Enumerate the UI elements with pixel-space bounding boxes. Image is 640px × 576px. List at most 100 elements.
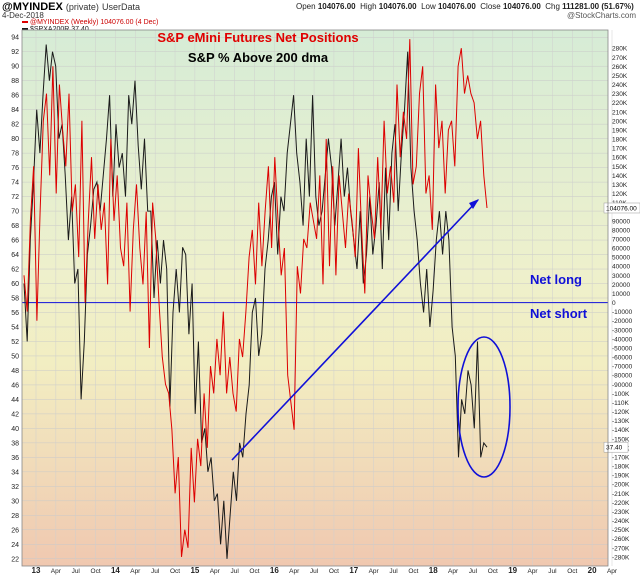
x-tick-label: Apr	[289, 568, 300, 575]
right-tick-label: 210K	[612, 109, 628, 116]
left-tick-label: 68	[11, 223, 19, 230]
left-tick-label: 64	[11, 252, 19, 259]
left-tick-label: 42	[11, 411, 19, 418]
right-tick-label: -280K	[612, 554, 630, 561]
symbol: @MYINDEX	[2, 1, 63, 13]
left-tick-label: 48	[11, 368, 19, 375]
x-tick-label: Apr	[51, 568, 62, 575]
annotation-subtitle: S&P % Above 200 dma	[188, 50, 329, 65]
left-tick-label: 24	[11, 542, 19, 549]
right-tick-label: -40000	[612, 336, 633, 343]
left-tick-label: 72	[11, 194, 19, 201]
left-tick-label: 82	[11, 122, 19, 129]
right-tick-label: -210K	[612, 491, 630, 498]
right-tick-label: 50000	[612, 255, 630, 262]
right-tick-label: -120K	[612, 409, 630, 416]
x-tick-label: Apr	[527, 568, 538, 575]
right-tick-label: -90000	[612, 382, 633, 389]
right-tick-label: 180K	[612, 137, 628, 144]
x-tick-label: Apr	[210, 568, 221, 575]
close-label: Close	[480, 2, 501, 11]
right-tick-label: 20000	[612, 282, 630, 289]
chg-value: 111281.00 (51.67%)	[562, 2, 634, 11]
right-tick-label: 120K	[612, 191, 628, 198]
right-tick-label: -20000	[612, 318, 633, 325]
grid	[22, 30, 613, 566]
open-label: Open	[296, 2, 316, 11]
x-tick-label: Oct	[170, 568, 180, 575]
x-tick-label: Apr	[130, 568, 141, 575]
left-tick-label: 52	[11, 339, 19, 346]
left-tick-label: 30	[11, 498, 19, 505]
x-tick-label: Jul	[548, 568, 557, 575]
highlight-ellipse	[457, 336, 511, 478]
right-tick-label: 70000	[612, 236, 630, 243]
source-label: UserData	[101, 2, 140, 12]
right-tick-label: 0	[612, 300, 616, 307]
x-tick-label: Apr	[448, 568, 459, 575]
chart-date: 4-Dec-2018	[2, 11, 44, 20]
right-tick-label: -60000	[612, 355, 633, 362]
x-tick-label: 17	[349, 566, 358, 575]
right-tick-label: -270K	[612, 545, 630, 552]
x-tick-label: 16	[270, 566, 279, 575]
chart-header: @MYINDEX (private) UserData 4-Dec-2018 @…	[0, 0, 640, 33]
right-tick-label: 130K	[612, 182, 628, 189]
close-value: 104076.00	[502, 2, 541, 11]
right-tick-label: 230K	[612, 91, 628, 98]
open-value: 104076.00	[317, 2, 356, 11]
x-tick-label: Oct	[91, 568, 101, 575]
low-value: 104076.00	[437, 2, 476, 11]
right-tick-label: -130K	[612, 418, 630, 425]
right-tick-label: -250K	[612, 527, 630, 534]
left-tick-label: 76	[11, 165, 19, 172]
right-tick-label: 30000	[612, 273, 630, 280]
legend-series-1-label: @MYINDEX (Weekly) 104076.00 (4 Dec)	[30, 19, 159, 26]
left-tick-label: 62	[11, 267, 19, 274]
right-tick-label: -70000	[612, 364, 633, 371]
x-tick-label: 15	[190, 566, 199, 575]
pct-tag-box	[603, 441, 629, 453]
chg-label: Chg	[545, 2, 560, 11]
left-tick-label: 94	[11, 35, 19, 42]
right-tick-label: 80000	[612, 227, 630, 234]
right-tick-label: -80000	[612, 373, 633, 380]
right-tick-label: 220K	[612, 100, 628, 107]
left-tick-label: 40	[11, 426, 19, 433]
trend-arrowhead	[469, 199, 479, 209]
x-tick-label: Oct	[329, 568, 339, 575]
left-tick-label: 88	[11, 78, 19, 85]
right-tick-label: -180K	[612, 464, 630, 471]
left-tick-label: 54	[11, 324, 19, 331]
right-tick-label: 200K	[612, 118, 628, 125]
x-tick-label: Oct	[488, 568, 498, 575]
right-tick-label: 10000	[612, 291, 630, 298]
right-tick-label: -150K	[612, 436, 630, 443]
x-tick-label: 19	[508, 566, 517, 575]
right-tick-label: 190K	[612, 127, 628, 134]
series-myindex-line	[23, 39, 488, 557]
brand-label: @StockCharts.com	[566, 11, 636, 20]
x-tick-label: Oct	[567, 568, 577, 575]
left-tick-label: 36	[11, 455, 19, 462]
x-tick-label: 18	[429, 566, 438, 575]
x-tick-label: Oct	[249, 568, 259, 575]
x-tick-label: Jul	[469, 568, 478, 575]
trend-arrow	[231, 199, 479, 461]
left-tick-label: 44	[11, 397, 19, 404]
right-tick-label: 40000	[612, 264, 630, 271]
left-tick-label: 46	[11, 382, 19, 389]
last-value-tag: 104076.00	[606, 205, 637, 212]
right-tick-label: -170K	[612, 454, 630, 461]
left-tick-label: 80	[11, 136, 19, 143]
symbol-line: @MYINDEX (private) UserData	[2, 1, 140, 13]
right-tick-label: 240K	[612, 82, 628, 89]
right-tick-label: 160K	[612, 155, 628, 162]
legend-series-1: @MYINDEX (Weekly) 104076.00 (4 Dec)	[22, 19, 158, 26]
x-tick-label: Jul	[72, 568, 81, 575]
right-tick-label: -30000	[612, 327, 633, 334]
left-tick-label: 78	[11, 151, 19, 158]
x-tick-label: Jul	[310, 568, 319, 575]
right-tick-label: -10000	[612, 309, 633, 316]
